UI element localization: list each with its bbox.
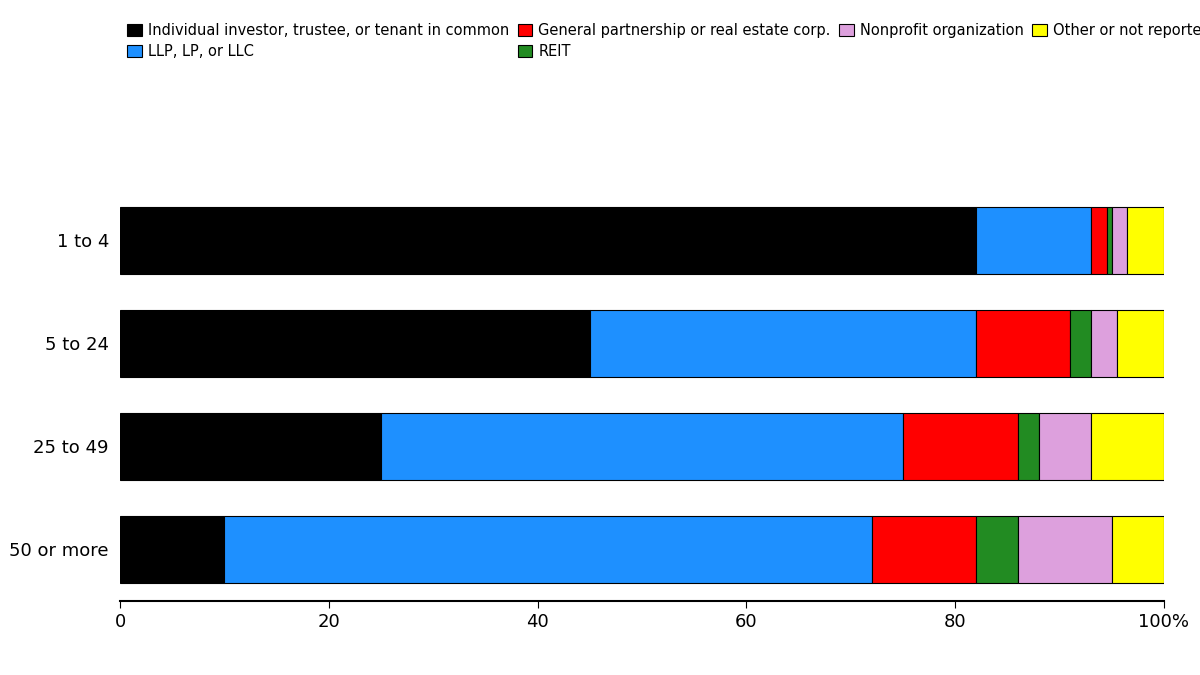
Bar <box>1091 310 1117 377</box>
Bar <box>1106 207 1111 274</box>
Bar <box>382 413 904 480</box>
Bar <box>120 516 224 583</box>
Bar <box>976 310 1070 377</box>
Bar <box>1111 207 1128 274</box>
Bar <box>976 516 1018 583</box>
Bar <box>120 310 590 377</box>
Bar <box>976 207 1091 274</box>
Bar <box>1091 207 1106 274</box>
Legend: Individual investor, trustee, or tenant in common, LLP, LP, or LLC, General part: Individual investor, trustee, or tenant … <box>127 24 1200 59</box>
Bar <box>1117 310 1164 377</box>
Bar <box>590 310 976 377</box>
Bar <box>904 413 1018 480</box>
Bar <box>871 516 976 583</box>
Bar <box>1111 516 1164 583</box>
Bar <box>1018 413 1039 480</box>
Bar <box>224 516 871 583</box>
Bar <box>1039 413 1091 480</box>
Bar <box>1018 516 1111 583</box>
Bar <box>120 413 382 480</box>
Bar <box>1070 310 1091 377</box>
Bar <box>120 207 976 274</box>
Bar <box>1128 207 1164 274</box>
Bar <box>1091 413 1164 480</box>
